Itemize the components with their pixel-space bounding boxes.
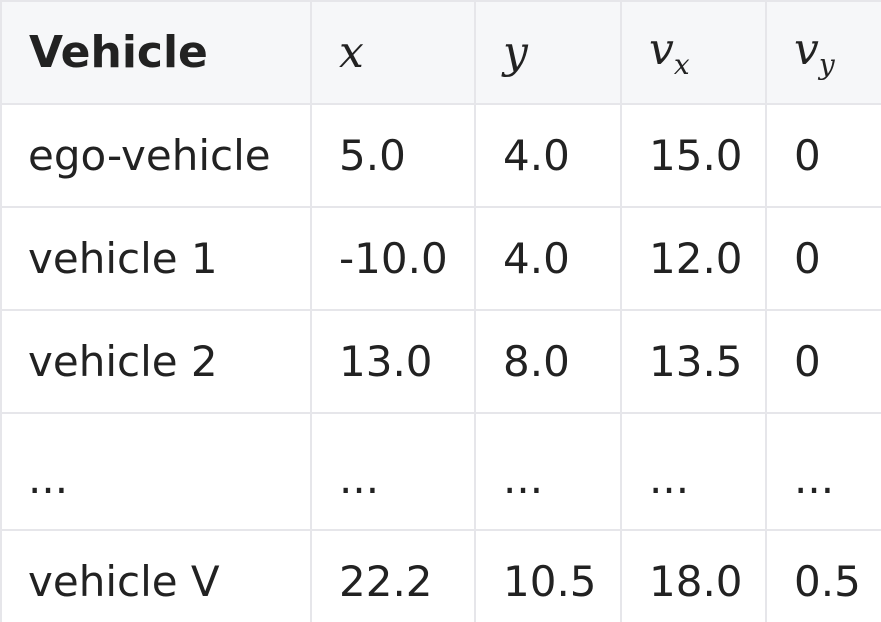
cell-vy: 0 [765,103,881,208]
cell-vy: 0 [765,309,881,414]
cell-vx: 12.0 [620,206,767,311]
cell-y: ... [474,412,622,531]
cell-vehicle: ... [0,412,312,531]
cell-vehicle: vehicle V [0,529,312,622]
table-row: ego-vehicle 5.0 4.0 15.0 0 [0,103,881,208]
cell-vx: 18.0 [620,529,767,622]
header-x: x [310,0,476,105]
header-vy-subscript: y [818,47,835,81]
table-row: vehicle 2 13.0 8.0 13.5 0 [0,309,881,414]
table-header-row: Vehicle x y vx vy [0,0,881,105]
header-vx-subscript: x [673,47,690,81]
cell-y: 4.0 [474,206,622,311]
cell-vx: 15.0 [620,103,767,208]
cell-vx: 13.5 [620,309,767,414]
cell-y: 10.5 [474,529,622,622]
header-vx-base: v [649,24,674,76]
header-vy: vy [765,0,881,105]
header-vehicle: Vehicle [0,0,312,105]
cell-vehicle: ego-vehicle [0,103,312,208]
cell-vy: 0 [765,206,881,311]
cell-y: 4.0 [474,103,622,208]
cell-x: 22.2 [310,529,476,622]
header-vy-base: v [794,24,819,76]
cell-vy: ... [765,412,881,531]
cell-y: 8.0 [474,309,622,414]
cell-vy: 0.5 [765,529,881,622]
cell-vehicle: vehicle 1 [0,206,312,311]
cell-x: -10.0 [310,206,476,311]
table-row: vehicle 1 -10.0 4.0 12.0 0 [0,206,881,311]
header-y: y [474,0,622,105]
cell-x: 5.0 [310,103,476,208]
cell-x: 13.0 [310,309,476,414]
table-row-ellipsis: ... ... ... ... ... [0,412,881,531]
cell-vx: ... [620,412,767,531]
cell-x: ... [310,412,476,531]
table-row: vehicle V 22.2 10.5 18.0 0.5 [0,529,881,622]
cell-vehicle: vehicle 2 [0,309,312,414]
header-vx: vx [620,0,767,105]
